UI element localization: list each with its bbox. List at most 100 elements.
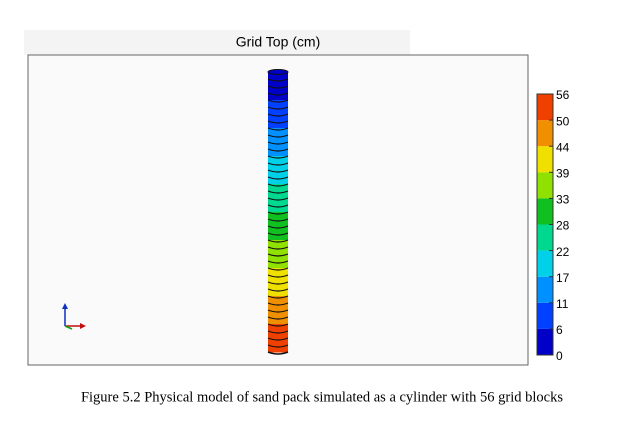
block-edge bbox=[267, 274, 289, 278]
title-bar bbox=[24, 30, 410, 55]
block-edge bbox=[267, 113, 289, 117]
colorbar-label: 28 bbox=[556, 219, 570, 233]
block-edge bbox=[267, 197, 289, 201]
colorbar-band bbox=[537, 172, 553, 199]
cylinder-block bbox=[268, 219, 288, 227]
colorbar-band bbox=[537, 276, 553, 303]
cylinder-block bbox=[268, 135, 288, 143]
cylinder-block bbox=[268, 331, 288, 339]
block-edge bbox=[267, 141, 289, 145]
colorbar-label: 11 bbox=[556, 297, 569, 311]
block-edge bbox=[267, 302, 289, 306]
cylinder-block bbox=[268, 191, 288, 199]
colorbar-band bbox=[537, 302, 553, 329]
cylinder-block bbox=[268, 93, 288, 101]
cylinder-block bbox=[268, 170, 288, 178]
colorbar-label: 44 bbox=[556, 140, 570, 154]
colorbar-label: 33 bbox=[556, 193, 570, 207]
cylinder-block bbox=[268, 254, 288, 262]
block-edge bbox=[267, 176, 289, 180]
cylinder-block bbox=[268, 345, 288, 353]
cylinder-block bbox=[268, 163, 288, 171]
cylinder-block bbox=[268, 72, 288, 80]
cylinder-block bbox=[268, 100, 288, 108]
block-edge bbox=[267, 295, 289, 299]
cylinder-block bbox=[268, 198, 288, 206]
cylinder-block bbox=[268, 303, 288, 311]
colorbar-band bbox=[537, 224, 553, 251]
block-edge bbox=[267, 134, 289, 138]
block-edge bbox=[267, 344, 289, 348]
colorbar-label: 39 bbox=[556, 166, 570, 180]
block-edge bbox=[267, 120, 289, 124]
cylinder-block bbox=[268, 79, 288, 87]
block-edge bbox=[267, 246, 289, 250]
block-edge bbox=[267, 323, 289, 327]
block-edge bbox=[267, 211, 289, 215]
cylinder-block bbox=[268, 317, 288, 325]
cylinder-block bbox=[268, 114, 288, 122]
block-edge bbox=[267, 337, 289, 341]
cylinder-block bbox=[268, 310, 288, 318]
figure-title: Grid Top (cm) bbox=[236, 34, 321, 50]
cylinder-bottom bbox=[267, 351, 289, 355]
cylinder-block bbox=[268, 107, 288, 115]
block-edge bbox=[267, 218, 289, 222]
block-edge bbox=[267, 253, 289, 257]
cylinder bbox=[267, 69, 289, 355]
colorbar-label: 17 bbox=[556, 271, 570, 285]
colorbar: 0 6 11 17 22 28 33 39 44 50 56 bbox=[536, 88, 570, 363]
cylinder-block bbox=[268, 212, 288, 220]
block-edge bbox=[267, 288, 289, 292]
colorbar-band bbox=[537, 198, 553, 225]
cylinder-block bbox=[268, 233, 288, 241]
colorbar-label: 6 bbox=[556, 323, 563, 337]
block-edge bbox=[267, 330, 289, 334]
colorbar-band bbox=[537, 120, 553, 147]
cylinder-block bbox=[268, 156, 288, 164]
block-edge bbox=[267, 92, 289, 96]
cylinder-block bbox=[268, 240, 288, 248]
colorbar-label: 50 bbox=[556, 114, 570, 128]
block-edge bbox=[267, 155, 289, 159]
block-edge bbox=[267, 239, 289, 243]
colorbar-label: 0 bbox=[556, 349, 563, 363]
cylinder-block bbox=[268, 149, 288, 157]
block-edge bbox=[267, 309, 289, 313]
cylinder-block bbox=[268, 142, 288, 150]
cylinder-block bbox=[268, 324, 288, 332]
block-edge bbox=[267, 162, 289, 166]
cylinder-block bbox=[268, 296, 288, 304]
block-edge bbox=[267, 260, 289, 264]
colorbar-band bbox=[537, 94, 553, 121]
block-edge bbox=[267, 204, 289, 208]
cylinder-block bbox=[268, 121, 288, 129]
block-edge bbox=[267, 232, 289, 236]
cylinder-block bbox=[268, 205, 288, 213]
cylinder-block bbox=[268, 289, 288, 297]
colorbar-label: 22 bbox=[556, 245, 570, 259]
axis-triad bbox=[62, 303, 86, 330]
cylinder-block bbox=[268, 184, 288, 192]
cylinder-block bbox=[268, 177, 288, 185]
block-edge bbox=[267, 225, 289, 229]
cylinder-block bbox=[268, 128, 288, 136]
cylinder-block bbox=[268, 86, 288, 94]
cylinder-top bbox=[267, 69, 289, 75]
block-edge bbox=[267, 169, 289, 173]
block-edge bbox=[267, 127, 289, 131]
block-edge bbox=[267, 148, 289, 152]
colorbar-band bbox=[537, 146, 553, 173]
block-edge bbox=[267, 85, 289, 89]
cylinder-block bbox=[268, 282, 288, 290]
cylinder-block bbox=[268, 338, 288, 346]
caption: Figure 5.2 Physical model of sand pack s… bbox=[81, 389, 563, 405]
cylinder-block bbox=[268, 268, 288, 276]
block-edge bbox=[267, 78, 289, 82]
colorbar-band bbox=[537, 328, 553, 355]
block-edge bbox=[267, 106, 289, 110]
block-edge bbox=[267, 267, 289, 271]
colorbar-band bbox=[537, 250, 553, 277]
